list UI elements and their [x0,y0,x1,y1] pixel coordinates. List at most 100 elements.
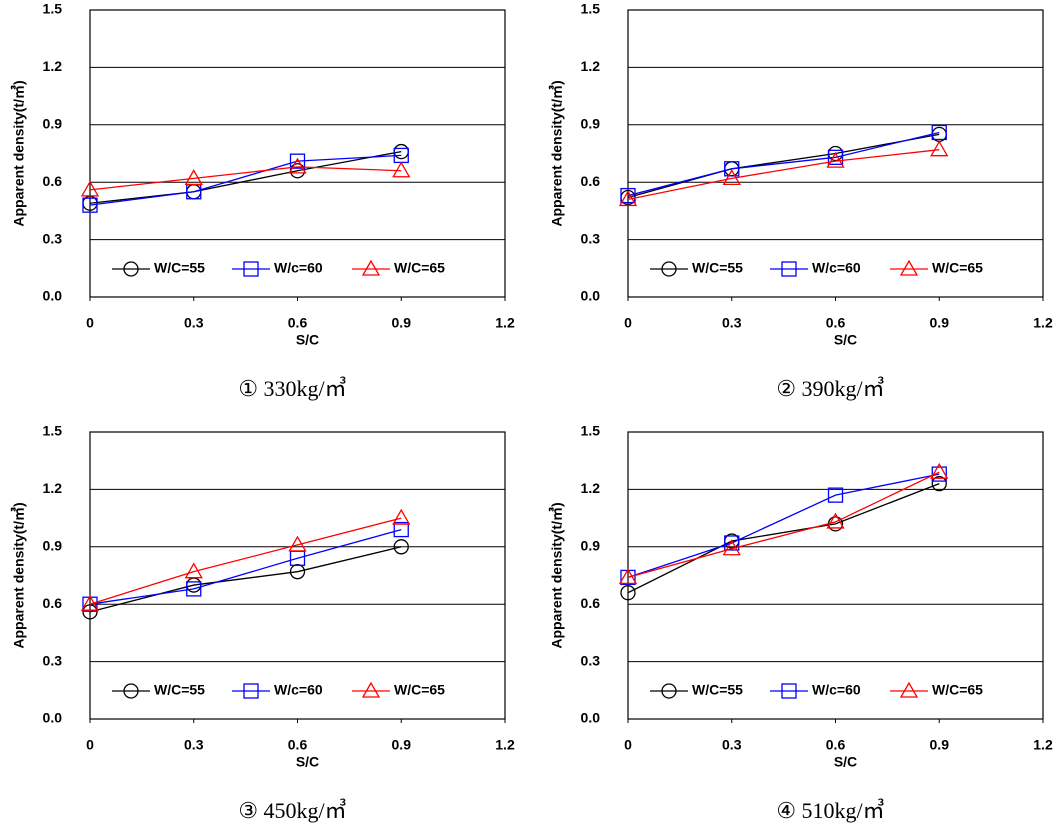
data-point [724,535,740,551]
y-tick-label: 1.5 [43,1,63,17]
x-tick-label: 1.2 [1033,315,1053,331]
plot-frame [627,431,1044,720]
data-point [931,124,947,141]
data-point [392,508,411,525]
x-tick-label: 0.3 [722,737,742,753]
caption: ③ 450kg/㎥ [238,798,346,823]
y-tick-label: 0.9 [43,116,63,132]
data-point [184,562,203,579]
y-axis-label: Apparent density(t/㎥) [549,502,565,648]
series-line [89,546,402,613]
legend-label: W/C=65 [394,260,445,276]
plot-frame [627,9,1044,298]
legend-marker [781,683,797,699]
legend-marker [243,261,259,277]
y-tick-label: 1.5 [581,1,601,17]
y-tick-label: 0.0 [43,288,63,304]
data-point [80,180,100,197]
data-point [288,157,307,174]
x-axis-label: S/C [296,332,319,348]
data-point [722,539,741,556]
legend-label: W/c=60 [812,260,861,276]
x-tick-label: 1.2 [495,737,515,753]
y-axis-label: Apparent density(t/㎥) [11,502,27,648]
data-point [288,535,307,552]
y-tick-label: 0.3 [581,230,601,246]
x-tick-label: 0 [86,315,94,331]
y-tick-label: 1.5 [581,423,601,439]
y-tick-label: 1.2 [581,480,601,496]
legend-marker [243,683,259,699]
y-tick-label: 0.6 [581,173,601,189]
legend-marker [123,261,139,277]
x-tick-label: 0 [86,737,94,753]
data-point [289,153,306,169]
x-tick-label: 0.3 [184,737,204,753]
data-point [80,594,100,611]
legend-label: W/C=65 [932,682,983,698]
legend-marker [123,683,139,699]
x-axis-label: S/C [834,754,857,770]
data-point [393,521,409,538]
y-tick-label: 0.3 [43,230,63,246]
x-tick-label: 0.9 [392,315,412,331]
y-tick-label: 0.0 [581,710,601,726]
legend-label: W/C=65 [394,682,445,698]
data-point [392,161,411,178]
series-line [627,471,940,579]
series-line [627,133,940,199]
legend-label: W/c=60 [274,682,323,698]
x-axis-label: S/C [834,332,857,348]
data-point [82,604,98,620]
series-line [627,149,940,201]
y-axis-label: Apparent density(t/㎥) [549,80,565,226]
data-point [826,512,845,529]
legend-marker [661,683,677,699]
series-line [89,154,402,206]
legend-label: W/C=55 [692,260,743,276]
legend-marker [899,259,919,276]
y-axis-label: Apparent density(t/㎥) [11,80,27,226]
series-line [627,473,940,579]
data-point [724,161,740,177]
y-tick-label: 0.6 [43,595,63,611]
x-tick-label: 0 [624,315,632,331]
data-point [620,585,636,601]
y-tick-label: 0.0 [581,288,601,304]
y-tick-label: 0.0 [43,710,63,726]
x-tick-label: 0.6 [288,315,308,331]
data-point [618,190,638,207]
caption: ② 390kg/㎥ [776,376,884,401]
y-tick-label: 1.5 [43,423,63,439]
y-tick-label: 0.9 [581,116,601,132]
chart: 0.0 0.3 0.6 0.9 1.2 1.5 0 0.3 0.6 0.9 1.2 S/C Appare… [11,1,515,401]
series-line [89,528,402,605]
x-tick-label: 0.6 [826,737,846,753]
x-tick-label: 1.2 [495,315,515,331]
legend-marker [661,261,677,277]
series-line [89,166,402,191]
legend-marker [781,261,797,277]
chart: 0.0 0.3 0.6 0.9 1.2 1.5 0 0.3 0.6 0.9 1.2 S/C Appare… [549,423,1053,823]
data-point [722,169,741,186]
legend-marker [361,681,381,698]
chart: 0.0 0.3 0.6 0.9 1.2 1.5 0 0.3 0.6 0.9 1.2 S/C Appare… [549,1,1053,401]
data-point [827,487,844,503]
data-point [620,187,636,204]
chart: 0.0 0.3 0.6 0.9 1.2 1.5 0 0.3 0.6 0.9 1.2 S/C Appare… [11,423,515,823]
plot-frame [89,431,506,720]
legend-label: W/C=55 [692,682,743,698]
data-point [931,466,947,482]
series-line [89,150,402,204]
x-tick-label: 0.3 [722,315,742,331]
x-tick-label: 0.9 [930,315,950,331]
data-point [618,568,638,585]
caption: ① 330kg/㎥ [238,376,346,401]
legend-label: W/C=55 [154,682,205,698]
y-tick-label: 0.9 [581,538,601,554]
data-point [930,462,949,479]
x-tick-label: 0.6 [826,315,846,331]
x-tick-label: 0.9 [392,737,412,753]
x-tick-label: 0.3 [184,315,204,331]
